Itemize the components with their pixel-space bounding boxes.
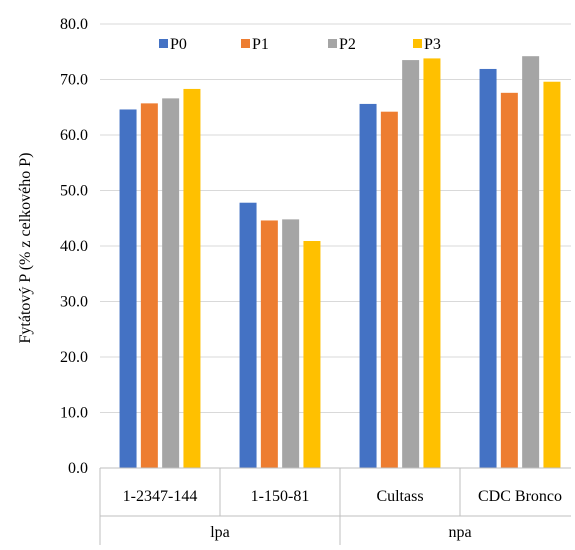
bar-p0 (359, 103, 377, 469)
x-category-label: 1-150-81 (251, 488, 310, 505)
bar-p1 (380, 111, 398, 468)
legend-swatch-p0 (159, 39, 168, 48)
legend-label: P3 (424, 36, 441, 53)
legend: P0 P1 P2 P3 (159, 36, 441, 53)
legend-label: P1 (252, 36, 269, 53)
y-tick-label: 10.0 (60, 405, 88, 422)
y-tick-label: 40.0 (60, 238, 88, 255)
y-tick-label: 80.0 (60, 16, 88, 33)
x-category-label: Cultass (376, 488, 423, 505)
x-category-label: 1-2347-144 (123, 488, 198, 505)
x-group-label: npa (448, 524, 471, 541)
bar-p2 (282, 219, 300, 468)
bar-p2 (162, 98, 180, 469)
legend-label: P0 (170, 36, 187, 53)
bar-p1 (260, 220, 278, 468)
bar-p3 (183, 88, 201, 468)
y-axis-label: Fytátový P (% z celkového P) (17, 153, 34, 344)
bar-p2 (402, 60, 420, 468)
bar-p0 (239, 202, 257, 468)
y-tick-label: 50.0 (60, 183, 88, 200)
y-tick-label: 20.0 (60, 349, 88, 366)
legend-label: P2 (339, 36, 356, 53)
axes: 0.0 10.0 20.0 30.0 40.0 50.0 60.0 70.0 80.0 1-234… (60, 16, 571, 545)
bars (119, 56, 561, 469)
y-tick-label: 30.0 (60, 294, 88, 311)
bar-p2 (522, 56, 540, 468)
legend-swatch-p2 (328, 39, 337, 48)
legend-swatch-p1 (241, 39, 250, 48)
bar-p0 (119, 109, 137, 468)
x-group-label: lpa (210, 524, 230, 541)
y-tick-label: 70.0 (60, 72, 88, 89)
bar-p3 (543, 81, 561, 468)
bar-p3 (303, 241, 321, 468)
bar-p1 (140, 103, 158, 469)
y-tick-label: 0.0 (68, 460, 88, 477)
bar-p0 (479, 68, 497, 468)
bar-p3 (423, 58, 441, 468)
y-tick-label: 60.0 (60, 127, 88, 144)
x-category-label: CDC Bronco (478, 488, 562, 505)
bar-p1 (500, 92, 518, 468)
legend-swatch-p3 (413, 39, 422, 48)
